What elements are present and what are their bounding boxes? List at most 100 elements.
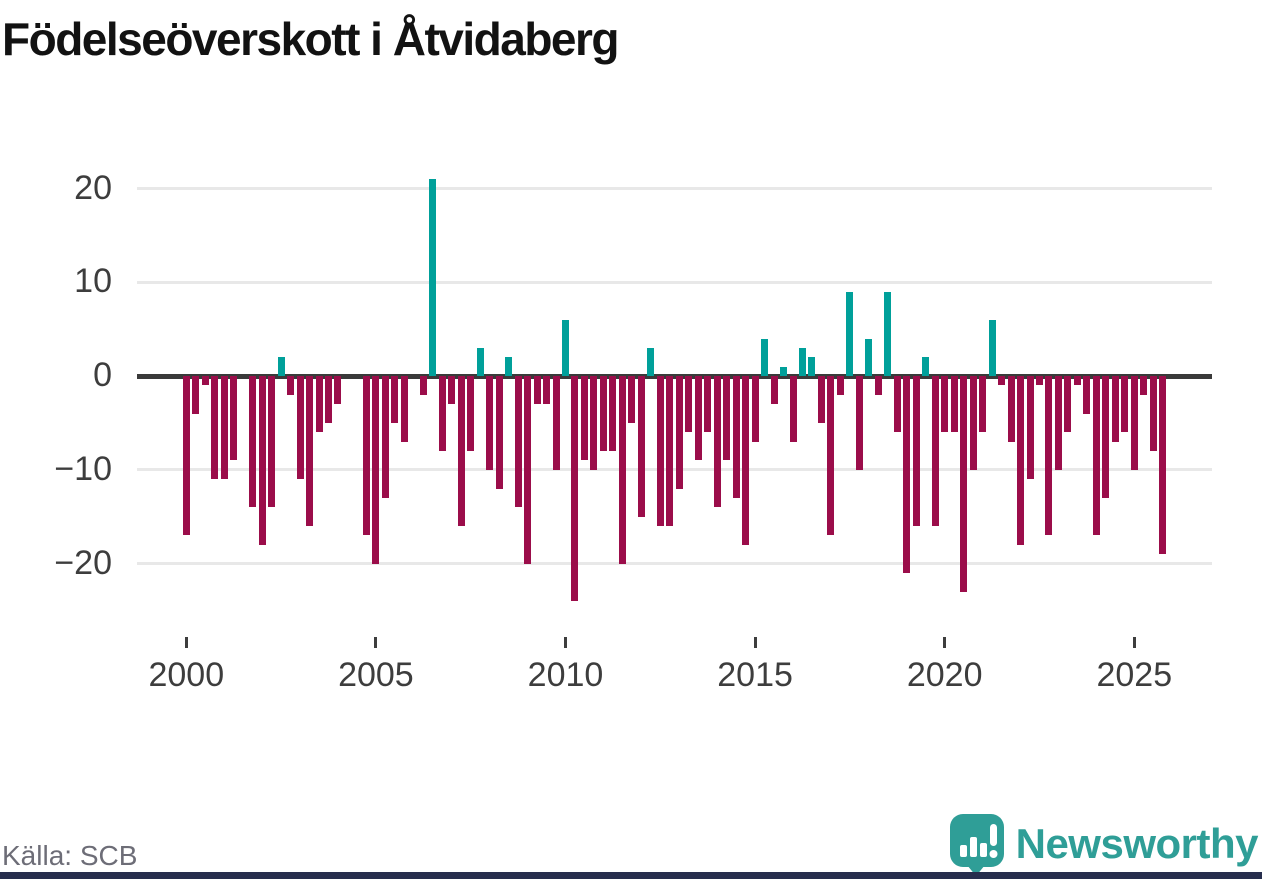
bar-2009-Q1 [524, 376, 532, 564]
bar-2004-Q4 [362, 376, 370, 536]
y-axis-label-10: 10 [74, 262, 112, 301]
bar-2025-Q4 [1159, 376, 1167, 555]
bar-2000-Q1 [182, 376, 190, 536]
bar-2024-Q1 [1092, 376, 1100, 536]
bar-2019-Q4 [931, 376, 939, 526]
x-axis-label-2015: 2015 [717, 656, 793, 694]
bar-2001-Q1 [220, 376, 228, 480]
x-axis-tick-2010 [564, 637, 567, 648]
bar-2014-Q2 [723, 376, 731, 461]
bar-2022-Q4 [1045, 376, 1053, 536]
bar-2011-Q3 [618, 376, 626, 564]
bar-2023-Q1 [1054, 376, 1062, 470]
bar-2017-Q3 [846, 291, 854, 376]
bar-2023-Q3 [1073, 376, 1081, 386]
bar-2012-Q2 [647, 347, 655, 376]
bar-2015-Q2 [761, 338, 769, 376]
bar-2021-Q1 [979, 376, 987, 433]
bar-2021-Q3 [998, 376, 1006, 386]
bar-2022-Q3 [1036, 376, 1043, 386]
bar-2008-Q4 [514, 376, 522, 508]
bar-2019-Q1 [903, 376, 911, 573]
bar-2018-Q3 [884, 291, 892, 376]
gridline-y-20 [137, 187, 1212, 190]
bar-2012-Q4 [666, 376, 674, 526]
bar-2017-Q4 [855, 376, 863, 470]
x-axis-label-2025: 2025 [1096, 656, 1173, 694]
bar-2018-Q2 [874, 376, 882, 395]
bar-2002-Q1 [258, 376, 266, 545]
gridline-y--20 [137, 562, 1212, 565]
bar-2013-Q4 [704, 376, 712, 433]
bar-2003-Q1 [296, 376, 304, 480]
bar-2013-Q2 [685, 376, 693, 433]
newsworthy-logo-icon [949, 814, 1004, 876]
bar-2002-Q3 [277, 357, 285, 376]
chart-title: Födelseöverskott i Åtvidaberg [2, 13, 620, 65]
bar-2024-Q2 [1102, 376, 1110, 498]
x-axis-tick-2025 [1132, 637, 1136, 648]
bar-2000-Q3 [201, 376, 209, 386]
bar-2000-Q2 [192, 376, 200, 414]
y-axis-label-20: 20 [74, 168, 112, 207]
bar-2023-Q4 [1083, 376, 1091, 414]
bar-2022-Q2 [1026, 376, 1034, 480]
bar-2024-Q4 [1121, 376, 1129, 433]
bar-2010-Q2 [571, 376, 579, 601]
x-axis-tick-2015 [753, 637, 757, 648]
bar-2018-Q4 [893, 376, 901, 433]
bar-2013-Q1 [675, 376, 683, 489]
x-axis-label-2000: 2000 [148, 656, 225, 694]
x-axis-tick-2020 [943, 637, 947, 648]
bar-2009-Q2 [533, 376, 541, 405]
bar-2005-Q1 [372, 376, 380, 564]
bar-2013-Q3 [694, 376, 702, 461]
x-axis-label-2005: 2005 [338, 656, 414, 694]
x-axis-tick-2005 [374, 637, 378, 648]
bar-2001-Q4 [249, 376, 257, 508]
bar-2005-Q3 [391, 376, 399, 423]
bar-2019-Q3 [922, 357, 930, 376]
bar-2007-Q3 [467, 376, 475, 451]
bar-2020-Q4 [969, 376, 977, 470]
bar-2017-Q2 [836, 376, 844, 395]
x-axis-label-2010: 2010 [527, 656, 604, 694]
bar-2003-Q3 [315, 376, 323, 433]
source-note: Källa: SCB [2, 840, 138, 871]
bar-2008-Q3 [505, 357, 513, 376]
bar-2014-Q1 [713, 376, 721, 508]
bar-2009-Q4 [552, 376, 560, 470]
bar-2014-Q3 [732, 376, 740, 498]
bar-2003-Q4 [325, 376, 332, 423]
y-axis-label--20: −20 [54, 543, 112, 582]
bar-2012-Q3 [656, 376, 664, 526]
bar-2020-Q1 [941, 376, 949, 433]
bar-2015-Q3 [770, 376, 778, 405]
bar-2015-Q4 [780, 366, 788, 376]
gridline-y--10 [137, 468, 1212, 472]
bar-2025-Q3 [1149, 376, 1157, 451]
bar-2017-Q1 [827, 376, 835, 536]
bar-2001-Q2 [230, 376, 238, 461]
bar-2005-Q4 [400, 376, 408, 442]
zero-line [137, 373, 1212, 379]
bar-2007-Q4 [476, 347, 484, 376]
newsworthy-wordmark: Newsworthy [1015, 820, 1259, 867]
bar-2016-Q4 [817, 376, 825, 423]
bar-2023-Q2 [1064, 376, 1072, 433]
bar-2011-Q4 [628, 376, 636, 423]
bar-2000-Q4 [211, 376, 219, 480]
bar-2020-Q2 [950, 376, 958, 433]
bar-2006-Q3 [429, 179, 437, 376]
bar-2022-Q1 [1017, 376, 1025, 545]
bar-2004-Q1 [334, 376, 342, 405]
y-axis-label--10: −10 [54, 449, 112, 488]
bar-2019-Q2 [912, 376, 920, 526]
bar-2002-Q2 [268, 376, 276, 508]
bar-2006-Q4 [438, 376, 446, 451]
bar-2008-Q2 [495, 376, 503, 489]
bottom-accent-strip [0, 872, 1262, 879]
bar-2008-Q1 [486, 376, 494, 470]
